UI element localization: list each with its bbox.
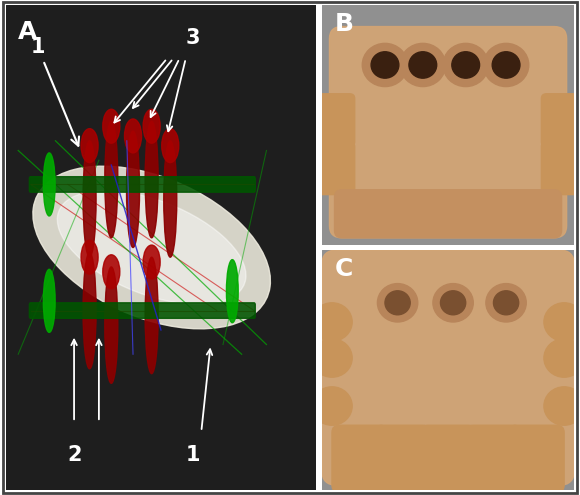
Circle shape: [492, 52, 520, 78]
Ellipse shape: [162, 129, 179, 162]
Ellipse shape: [143, 245, 160, 279]
Ellipse shape: [33, 166, 270, 329]
FancyBboxPatch shape: [30, 177, 255, 192]
Circle shape: [400, 44, 445, 87]
Circle shape: [362, 44, 408, 87]
Circle shape: [486, 284, 526, 322]
FancyBboxPatch shape: [335, 190, 561, 238]
Ellipse shape: [164, 141, 177, 257]
Ellipse shape: [57, 191, 246, 304]
Ellipse shape: [105, 121, 118, 238]
FancyBboxPatch shape: [375, 425, 430, 493]
Circle shape: [544, 339, 580, 377]
Text: B: B: [335, 12, 354, 36]
Circle shape: [443, 44, 488, 87]
Ellipse shape: [103, 109, 120, 143]
FancyBboxPatch shape: [420, 425, 476, 493]
Ellipse shape: [145, 257, 158, 374]
Circle shape: [544, 387, 580, 425]
FancyBboxPatch shape: [541, 94, 580, 147]
Ellipse shape: [44, 269, 55, 333]
Circle shape: [544, 303, 580, 341]
Circle shape: [433, 284, 473, 322]
FancyBboxPatch shape: [312, 94, 355, 147]
Text: 1: 1: [31, 38, 79, 146]
Ellipse shape: [126, 131, 140, 248]
Ellipse shape: [83, 141, 96, 257]
Ellipse shape: [105, 267, 118, 383]
Ellipse shape: [226, 260, 238, 323]
FancyBboxPatch shape: [509, 425, 564, 493]
Ellipse shape: [125, 119, 142, 153]
Ellipse shape: [81, 240, 98, 274]
Text: 2: 2: [68, 445, 82, 465]
Circle shape: [371, 52, 399, 78]
Circle shape: [452, 52, 480, 78]
FancyBboxPatch shape: [329, 27, 567, 238]
Circle shape: [409, 52, 437, 78]
Circle shape: [312, 339, 352, 377]
Text: 1: 1: [186, 445, 200, 465]
Text: C: C: [335, 257, 353, 281]
Circle shape: [483, 44, 529, 87]
FancyBboxPatch shape: [312, 142, 355, 195]
FancyBboxPatch shape: [30, 303, 255, 318]
Ellipse shape: [81, 129, 98, 162]
Ellipse shape: [145, 121, 158, 238]
Ellipse shape: [44, 153, 55, 216]
Circle shape: [312, 387, 352, 425]
Text: A: A: [18, 19, 38, 44]
Text: 3: 3: [186, 28, 200, 48]
FancyBboxPatch shape: [322, 250, 574, 485]
Circle shape: [494, 291, 519, 315]
FancyBboxPatch shape: [332, 425, 387, 493]
Circle shape: [378, 284, 418, 322]
Ellipse shape: [83, 252, 96, 369]
FancyBboxPatch shape: [466, 425, 521, 493]
Ellipse shape: [143, 109, 160, 143]
Circle shape: [385, 291, 410, 315]
Circle shape: [440, 291, 466, 315]
Ellipse shape: [103, 255, 120, 289]
FancyBboxPatch shape: [541, 142, 580, 195]
Circle shape: [312, 303, 352, 341]
